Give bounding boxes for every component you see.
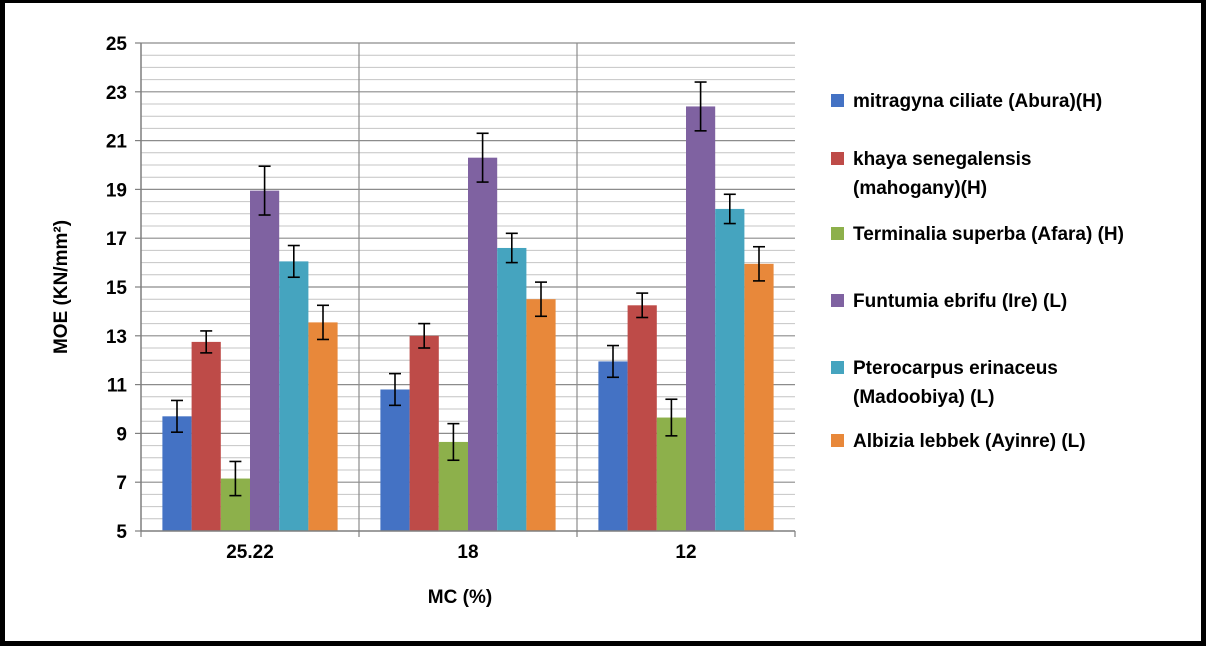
bar <box>468 157 498 531</box>
y-tick-label: 17 <box>106 229 127 250</box>
bar <box>744 263 774 531</box>
legend-swatch <box>831 294 844 307</box>
bar <box>497 247 527 531</box>
legend-label: Pterocarpus erinaceus <box>853 358 1058 379</box>
y-axis-title: MOE (KN/mm²) <box>51 220 72 354</box>
y-tick-label: 7 <box>116 473 127 494</box>
y-tick-label: 23 <box>106 83 127 104</box>
legend-item: Pterocarpus erinaceus (Madoobiya) (L) <box>831 358 1058 408</box>
bar <box>279 261 309 531</box>
legend-swatch <box>831 434 844 447</box>
legend-item: Albizia lebbek (Ayinre) (L) <box>831 431 1086 452</box>
x-category-label: 25.22 <box>226 542 274 563</box>
legend-label: khaya senegalensis <box>853 149 1032 170</box>
bar <box>686 106 716 531</box>
bar <box>715 208 745 532</box>
bar <box>191 341 221 531</box>
legend-label: (mahogany)(H) <box>853 178 987 199</box>
legend-swatch <box>831 94 844 107</box>
legend-item: Funtumia ebrifu (Ire) (L) <box>831 291 1067 312</box>
y-tick-label: 13 <box>106 327 127 348</box>
legend-item: mitragyna ciliate (Abura)(H) <box>831 91 1102 112</box>
y-tick-label: 15 <box>106 278 128 299</box>
x-category-labels: 25.22 18 12 <box>226 542 696 563</box>
legend: mitragyna ciliate (Abura)(H) khaya senega… <box>831 91 1124 452</box>
legend-swatch <box>831 227 844 240</box>
bar <box>598 361 628 531</box>
legend-swatch <box>831 361 844 374</box>
bar-chart: 5 7 9 11 13 15 17 19 21 23 25 25.22 18 12 MC (%) MOE… <box>51 34 1124 608</box>
x-category-label: 12 <box>675 542 696 563</box>
legend-label: (Madoobiya) (L) <box>853 387 994 408</box>
bar <box>308 322 338 531</box>
y-tick-label: 5 <box>116 522 127 543</box>
y-tick-label: 21 <box>106 132 128 153</box>
legend-item: Terminalia superba (Afara) (H) <box>831 224 1124 245</box>
bar <box>409 335 439 531</box>
legend-item: khaya senegalensis (mahogany)(H) <box>831 149 1032 199</box>
legend-label: Funtumia ebrifu (Ire) (L) <box>853 291 1067 312</box>
x-axis-title: MC (%) <box>428 587 492 608</box>
bar <box>627 305 657 531</box>
error-bars <box>171 81 765 497</box>
y-tick-label: 11 <box>107 376 128 397</box>
legend-label: Albizia lebbek (Ayinre) (L) <box>853 431 1086 452</box>
bar <box>250 190 280 531</box>
legend-label: Terminalia superba (Afara) (H) <box>853 224 1124 245</box>
y-tick-label: 19 <box>106 180 127 201</box>
y-tick-label: 9 <box>116 424 127 445</box>
axes <box>135 42 796 537</box>
x-category-label: 18 <box>457 542 478 563</box>
bars <box>162 106 774 532</box>
legend-swatch <box>831 152 844 165</box>
bar <box>162 416 192 531</box>
y-tick-labels: 5 7 9 11 13 15 17 19 21 23 25 <box>106 34 128 543</box>
bar <box>526 299 556 531</box>
bar <box>380 389 410 531</box>
legend-label: mitragyna ciliate (Abura)(H) <box>853 91 1102 112</box>
y-tick-label: 25 <box>106 34 128 55</box>
